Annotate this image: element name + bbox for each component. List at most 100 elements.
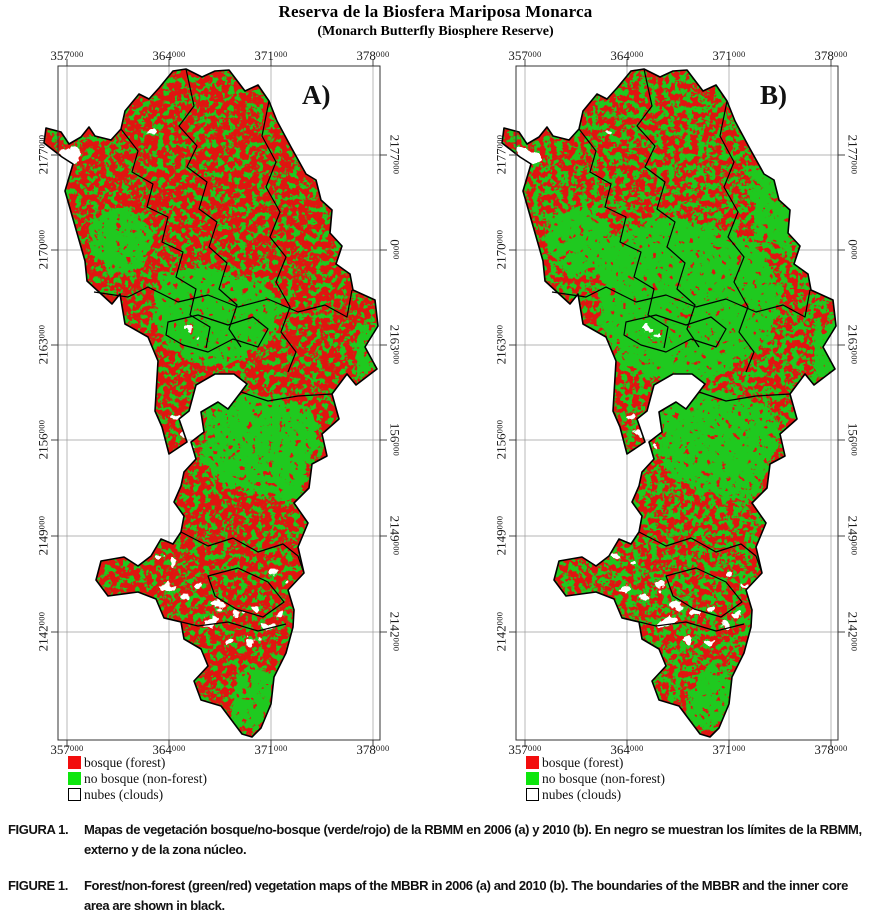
legend-swatch-clouds-icon — [526, 787, 539, 801]
y-axis-tick-label-right: 0000 — [388, 224, 403, 276]
legend-item-forest: bosque (forest) — [526, 754, 746, 770]
tick-value-superscript: 000 — [392, 160, 402, 175]
tick-value: 2177 — [387, 134, 403, 161]
legend-item-clouds: nubes (clouds) — [526, 786, 746, 802]
tick-value-superscript: 000 — [731, 48, 746, 59]
y-axis-tick-label-right: 2142000 — [387, 606, 403, 658]
tick-value: 2142 — [493, 625, 509, 652]
tick-value: 371 — [254, 48, 274, 63]
y-axis-tick-label-left: 2177000 — [36, 129, 51, 181]
tick-value: 2142 — [35, 625, 51, 652]
tick-value-superscript: 000 — [392, 245, 402, 260]
legend-label-clouds: nubes (clouds) — [542, 786, 622, 802]
tick-value: 371 — [712, 742, 732, 757]
y-axis-tick-label-left: 2142000 — [493, 606, 509, 658]
tick-value: 2142 — [387, 611, 403, 638]
tick-value-superscript: 000 — [392, 637, 402, 652]
tick-value: 357 — [50, 742, 70, 757]
y-axis-tick-label-right: 2163000 — [388, 319, 403, 371]
x-axis-tick-label-bottom: 371000 — [703, 742, 755, 757]
tick-value-superscript: 000 — [629, 48, 644, 59]
tick-value: 2170 — [493, 243, 509, 270]
y-axis-tick-label-left: 2163000 — [493, 319, 509, 371]
title-line-2: (Monarch Butterfly Biosphere Reserve) — [317, 24, 554, 39]
tick-value: 156 — [387, 422, 403, 443]
caption-prefix: FIGURE 1. — [8, 878, 68, 893]
caption-prefix: FIGURA 1. — [8, 822, 69, 837]
tick-value: 2163 — [845, 324, 861, 351]
tick-value-superscript: 000 — [494, 229, 504, 244]
x-axis-tick-label-bottom: 357000 — [499, 742, 551, 757]
y-axis-tick-label-left: 2170000 — [36, 224, 51, 276]
tick-value-superscript: 000 — [36, 515, 46, 530]
tick-value: 2177 — [845, 134, 861, 161]
tick-value-superscript: 000 — [494, 515, 504, 530]
tick-value-superscript: 000 — [629, 742, 644, 753]
tick-value: 156 — [845, 422, 861, 443]
y-axis-tick-label-left: 2156000 — [36, 414, 51, 466]
y-axis-tick-label-left: 2156000 — [494, 414, 509, 466]
x-axis-tick-label-top: 357000 — [499, 49, 551, 63]
x-axis-tick-label-bottom: 364000 — [143, 743, 195, 757]
tick-value: 378 — [814, 742, 834, 757]
legend-swatch-forest-icon — [526, 755, 539, 769]
y-axis-tick-label-left: 2163000 — [36, 319, 51, 371]
tick-value-superscript: 000 — [375, 48, 390, 59]
tick-value-superscript: 000 — [494, 134, 504, 149]
x-axis-tick-label-top: 371000 — [245, 48, 297, 63]
tick-value-superscript: 000 — [494, 324, 504, 339]
x-axis-tick-label-top: 364000 — [143, 48, 195, 63]
tick-value: 2149 — [845, 515, 861, 542]
tick-value: 364 — [152, 48, 172, 63]
y-axis-tick-label-left: 2149000 — [493, 510, 509, 562]
tick-value: 2149 — [493, 529, 509, 556]
tick-value-superscript: 000 — [69, 48, 84, 59]
legend-item-forest: bosque (forest) — [68, 754, 288, 770]
y-axis-tick-label-right: 2142000 — [846, 606, 861, 658]
map-legend-b: bosque (forest) no bosque (non-forest) n… — [526, 754, 746, 802]
tick-value-superscript: 000 — [392, 541, 402, 556]
y-axis-tick-label-left: 2149000 — [36, 510, 51, 562]
tick-value-superscript: 000 — [850, 245, 860, 260]
tick-value-superscript: 000 — [392, 350, 402, 365]
x-axis-tick-label-bottom: 371000 — [245, 743, 297, 757]
map-panel-b: B) bosque (forest) no bosque (non-forest… — [494, 49, 861, 801]
tick-value-superscript: 000 — [494, 611, 504, 626]
tick-value-superscript: 000 — [850, 442, 860, 457]
tick-value-superscript: 000 — [850, 350, 860, 365]
legend-label-forest: bosque (forest) — [542, 754, 624, 770]
vegetation-map-svg-a — [38, 54, 408, 754]
x-axis-tick-label-bottom: 378000 — [805, 742, 857, 757]
legend-swatch-nonforest-icon — [526, 771, 539, 785]
panel-label-a: A) — [302, 80, 331, 110]
tick-value-superscript: 000 — [392, 442, 402, 457]
x-axis-tick-label-top: 371000 — [703, 48, 755, 63]
legend-label-nonforest: no bosque (non-forest) — [542, 770, 665, 786]
tick-value-superscript: 000 — [850, 160, 860, 175]
x-axis-tick-label-top: 364000 — [601, 48, 653, 63]
x-axis-tick-label-bottom: 364000 — [601, 742, 653, 757]
tick-value: 2177 — [493, 148, 509, 175]
tick-value-superscript: 000 — [36, 419, 46, 434]
y-axis-tick-label-right: 156000 — [387, 414, 403, 466]
tick-value-superscript: 000 — [527, 742, 542, 753]
vegetation-map-svg-b — [496, 54, 866, 754]
tick-value: 378 — [356, 48, 376, 63]
y-axis-tick-label-left: 2177000 — [493, 129, 509, 181]
caption-body: Forest/non-forest (green/red) vegetation… — [84, 878, 848, 913]
y-axis-tick-label-right: 2177000 — [845, 129, 861, 181]
y-axis-tick-label-right: 0000 — [846, 224, 861, 276]
tick-value: 2163 — [493, 338, 509, 365]
tick-value: 357 — [508, 742, 528, 757]
x-axis-tick-label-top: 378000 — [805, 48, 857, 63]
caption-english: FIGURE 1. Forest/non-forest (green/red) … — [8, 876, 864, 916]
tick-value: 364 — [610, 48, 630, 63]
panel-label-b: B) — [760, 80, 787, 110]
y-axis-tick-label-right: 2177000 — [387, 129, 403, 181]
tick-value: 2149 — [387, 515, 403, 542]
tick-value: 357 — [50, 48, 70, 63]
tick-value: 378 — [814, 48, 834, 63]
y-axis-tick-label-right: 2163000 — [845, 319, 861, 371]
tick-value-superscript: 000 — [36, 611, 46, 626]
title-line-1: Reserva de la Biosfera Mariposa Monarca — [278, 2, 593, 21]
